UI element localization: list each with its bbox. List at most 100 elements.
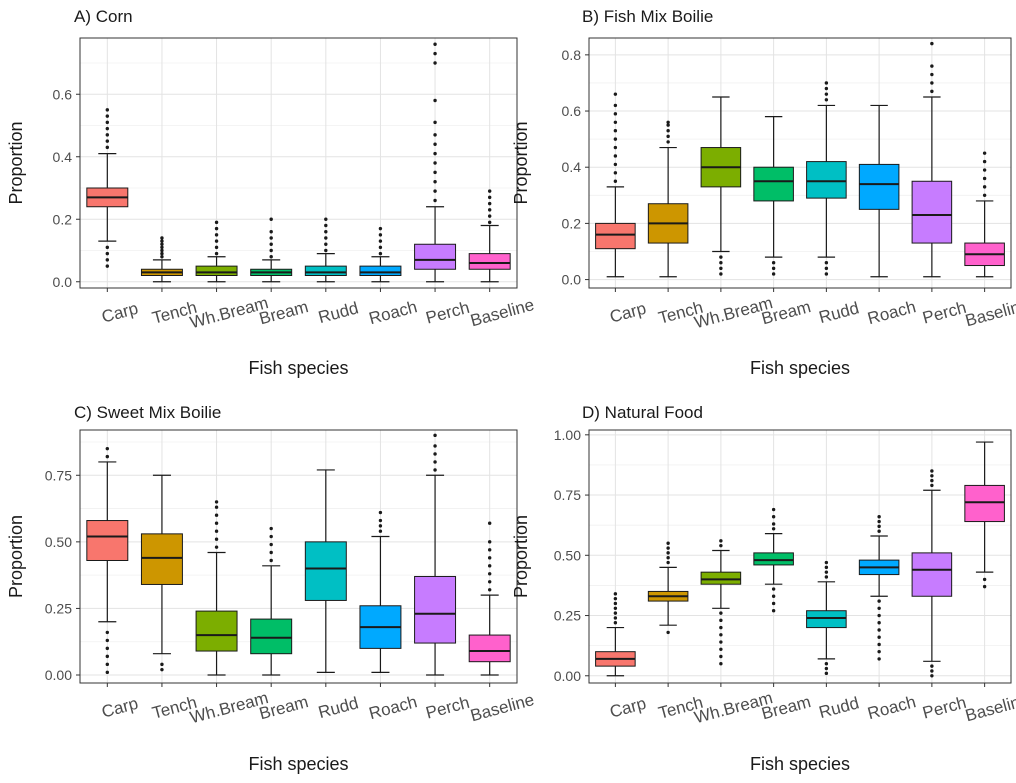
outlier-point (160, 667, 164, 672)
outlier-point (877, 628, 881, 632)
outlier-point (824, 261, 829, 265)
box-tench (647, 541, 689, 635)
outlier-point (105, 630, 110, 635)
y-tick-label: 0.75 (554, 487, 581, 503)
outlier-point (324, 230, 328, 234)
outlier-point (487, 521, 492, 525)
outlier-point (487, 189, 492, 193)
outlier-point (324, 248, 328, 253)
outlier-point (378, 245, 383, 250)
outlier-point (487, 214, 492, 218)
outlier-point (824, 98, 829, 102)
box-body (304, 541, 347, 601)
y-tick-label: 0.0 (562, 272, 582, 288)
outlier-point (613, 120, 618, 124)
outlier-point (269, 236, 273, 240)
outlier-point (433, 161, 437, 165)
outlier-point (930, 469, 934, 473)
outlier-point (269, 242, 273, 246)
outlier-point (930, 64, 934, 68)
outlier-point (719, 625, 723, 630)
y-tick-label: 0.6 (53, 86, 73, 102)
outlier-point (930, 664, 934, 668)
outlier-point (930, 41, 934, 46)
box-body (468, 253, 511, 270)
outlier-point (982, 193, 987, 198)
outlier-point (487, 580, 492, 584)
outlier-point (433, 51, 437, 56)
box-whbream (195, 220, 238, 283)
outlier-point (487, 548, 492, 552)
outlier-point (613, 616, 618, 620)
box-body (250, 618, 293, 655)
outlier-point (824, 671, 829, 676)
outlier-point (487, 556, 492, 560)
box-perch (911, 469, 953, 678)
outlier-point (613, 145, 618, 150)
outlier-point (719, 633, 723, 637)
outlier-point (378, 233, 383, 237)
outlier-point (666, 551, 670, 555)
y-tick-label: 0.00 (45, 667, 72, 683)
box-body (595, 222, 636, 250)
outlier-point (824, 666, 829, 671)
outlier-point (824, 272, 829, 276)
outlier-point (160, 248, 164, 253)
outlier-point (378, 239, 383, 243)
outlier-point (324, 236, 328, 240)
y-tick-label: 0.4 (562, 159, 582, 175)
outlier-point (824, 86, 829, 91)
outlier-point (269, 550, 273, 555)
outlier-point (771, 587, 776, 591)
outlier-point (269, 255, 273, 259)
outlier-point (214, 513, 219, 517)
box-body (140, 533, 183, 585)
outlier-point (214, 220, 219, 225)
box-perch (911, 41, 953, 278)
outlier-point (666, 140, 670, 144)
panel-title: A) Corn (74, 7, 133, 26)
outlier-point (613, 606, 618, 611)
outlier-point (269, 526, 273, 531)
y-tick-label: 0.4 (53, 149, 73, 165)
box-baseline (964, 441, 1005, 589)
box-whbream (700, 539, 742, 666)
outlier-point (930, 669, 934, 673)
y-axis-label: Proportion (511, 121, 531, 204)
box-body (753, 166, 794, 202)
plot-border (79, 429, 518, 684)
y-axis-label: Proportion (6, 121, 26, 204)
outlier-point (982, 168, 987, 172)
outlier-point (105, 662, 110, 667)
box-bream (250, 217, 293, 283)
outlier-point (877, 524, 881, 529)
outlier-point (666, 120, 670, 124)
outlier-point (719, 266, 723, 271)
box-rudd (806, 81, 847, 276)
outlier-point (214, 251, 219, 256)
box-bream (753, 507, 794, 613)
outlier-point (719, 255, 723, 259)
outlier-point (214, 521, 219, 525)
box-body (964, 484, 1005, 523)
outlier-point (719, 654, 723, 659)
outlier-point (771, 515, 776, 519)
box-bream (250, 526, 293, 676)
outlier-point (982, 584, 987, 589)
outlier-point (487, 208, 492, 212)
box-carp (595, 92, 636, 278)
box-body (195, 610, 238, 652)
outlier-point (487, 195, 492, 200)
outlier-point (877, 519, 881, 524)
outlier-point (719, 261, 723, 265)
outlier-point (378, 510, 383, 515)
box-perch (414, 433, 457, 676)
box-tench (140, 236, 183, 283)
outlier-point (378, 251, 383, 256)
outlier-point (160, 255, 164, 259)
outlier-point (433, 433, 437, 438)
outlier-point (982, 577, 987, 582)
outlier-point (877, 642, 881, 647)
